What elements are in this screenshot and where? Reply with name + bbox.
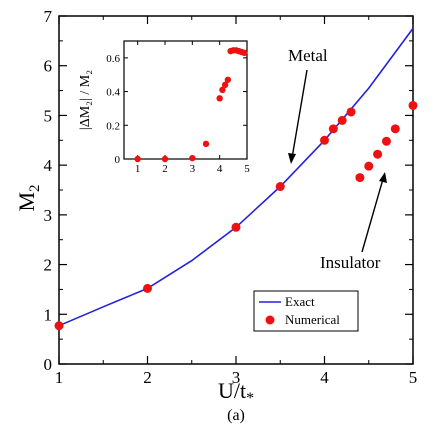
main-x-tick-label: 5: [409, 368, 418, 387]
main-y-tick-label: 2: [44, 256, 53, 275]
numerical-point: [275, 182, 285, 192]
numerical-point: [346, 107, 356, 117]
inset-point: [202, 140, 210, 148]
numerical-point: [390, 124, 400, 134]
numerical-point: [408, 100, 418, 110]
inset-point: [161, 155, 169, 163]
annotation-metal-arrowhead: [288, 153, 296, 164]
main-x-tick-label: 4: [320, 368, 329, 387]
x-axis-label-main: U/t: [218, 378, 246, 403]
main-y-tick-label: 0: [44, 355, 53, 374]
numerical-point: [54, 321, 64, 331]
numerical-point: [381, 136, 391, 146]
y-axis-label-sub: 2: [27, 184, 43, 192]
figure-caption: (a): [227, 407, 245, 424]
numerical-point: [143, 283, 152, 293]
inset-y-tick-label: 0.6: [106, 53, 120, 65]
inset-point: [241, 49, 248, 56]
legend-numerical-swatch: [265, 315, 275, 325]
inset-background: [124, 41, 247, 159]
annotation-insulator-arrow: [361, 178, 384, 253]
numerical-point: [337, 115, 347, 125]
inset-point: [221, 81, 229, 89]
numerical-point: [328, 124, 338, 134]
inset-tick-labels: 1 2 3 4 5 0 0.2 0.4 0.6: [106, 53, 250, 175]
inset-x-tick-label: 3: [190, 163, 196, 175]
inset-x-tick-label: 5: [244, 163, 250, 175]
main-ticks: [58, 15, 414, 365]
main-y-tick-label: 7: [44, 7, 53, 26]
x-axis-label: U/t*: [218, 378, 254, 407]
legend-exact-label: Exact: [285, 294, 315, 309]
main-y-tick-label: 6: [44, 57, 53, 76]
annotation-metal-arrow: [291, 69, 308, 159]
inset-plot-frame: [123, 40, 248, 160]
inset-point: [224, 76, 232, 83]
inset-point: [219, 86, 226, 94]
y-axis-label-main: M: [14, 192, 39, 212]
inset-y-tick-label: 0.2: [106, 120, 120, 132]
main-y-tick-label: 4: [44, 156, 53, 175]
annotation-metal: Metal: [288, 46, 328, 65]
numerical-series-points: [54, 100, 418, 331]
inset-x-tick-label: 1: [135, 163, 141, 175]
legend: Exact Numerical: [253, 290, 359, 332]
numerical-point: [364, 161, 374, 171]
inset-point: [134, 155, 141, 163]
numerical-point: [231, 222, 241, 232]
numerical-point: [373, 149, 383, 159]
y-axis-label: M2: [14, 184, 43, 211]
legend-numerical-label: Numerical: [285, 312, 340, 327]
inset-y-tick-label: 0.4: [106, 87, 120, 99]
annotation-insulator-arrowhead: [379, 172, 387, 183]
inset-point: [216, 95, 223, 102]
numerical-point: [320, 135, 329, 145]
main-y-tick-label: 3: [44, 206, 53, 225]
main-x-tick-label: 2: [143, 368, 152, 387]
main-y-tick-label: 5: [44, 106, 53, 125]
inset-points: [134, 47, 248, 163]
annotation-insulator: Insulator: [320, 253, 381, 272]
main-x-tick-label: 3: [232, 368, 241, 387]
main-x-tick-label: 1: [55, 368, 64, 387]
inset-x-tick-label: 2: [162, 163, 168, 175]
inset-y-axis-label: |ΔM₂| / M₂: [78, 70, 93, 130]
inset-x-tick-label: 4: [217, 163, 223, 175]
legend-box: [253, 290, 359, 332]
inset-point: [189, 154, 196, 162]
x-axis-label-sub: *: [246, 390, 254, 407]
main-y-tick-label: 1: [44, 305, 53, 324]
numerical-point: [355, 173, 365, 183]
inset-y-tick-label: 0: [115, 154, 121, 166]
